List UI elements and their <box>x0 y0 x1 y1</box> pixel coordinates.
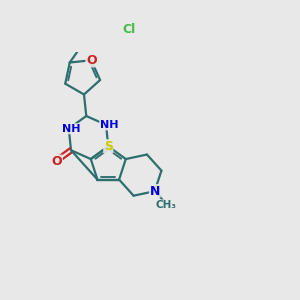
Text: Cl: Cl <box>122 23 136 36</box>
Text: S: S <box>104 140 113 153</box>
Text: O: O <box>52 155 62 168</box>
Text: N: N <box>150 185 160 198</box>
Text: NH: NH <box>62 124 81 134</box>
Text: CH₃: CH₃ <box>155 200 176 210</box>
Text: NH: NH <box>100 120 118 130</box>
Text: O: O <box>86 54 97 67</box>
